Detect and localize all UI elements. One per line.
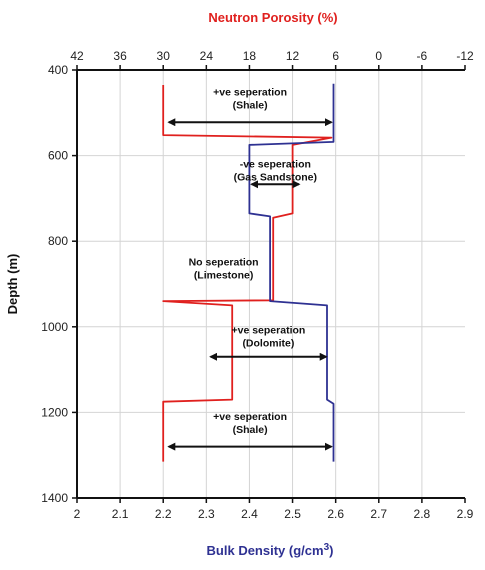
series-layer <box>162 83 335 462</box>
annotation-line: (Shale) <box>233 424 268 436</box>
bottom-axis-title-main: Bulk Density (g/cm <box>207 543 324 558</box>
bottom-tick-label: 2.1 <box>112 507 129 521</box>
bottom-tick-label: 2.2 <box>155 507 172 521</box>
bottom-axis-title: Bulk Density (g/cm3) <box>207 542 334 558</box>
bottom-tick-label: 2.5 <box>284 507 301 521</box>
bottom-axis-title-sup: 3 <box>324 542 330 553</box>
top-tick-label: 36 <box>113 49 127 63</box>
bottom-tick-label: 2.3 <box>198 507 215 521</box>
bottom-tick-label: 2.7 <box>370 507 387 521</box>
top-tick-label: -6 <box>417 49 428 63</box>
y-tick-label: 400 <box>48 63 68 77</box>
bottom-axis-title-end: ) <box>329 543 333 558</box>
annotations: +ve seperation (Shale)-ve seperation (Gas … <box>167 87 333 451</box>
axes <box>72 65 466 503</box>
y-tick-label: 600 <box>48 149 68 163</box>
top-tick-label: 42 <box>70 49 84 63</box>
bottom-tick-label: 2.6 <box>327 507 344 521</box>
top-axis-title: Neutron Porosity (%) <box>208 10 337 25</box>
tick-labels: 42 36 30 24 18 12 6 0 -6 -12 2 2.1 2.2 2.3 2.4 2.5 2.6 2.… <box>41 49 474 521</box>
bottom-tick-label: 2 <box>74 507 81 521</box>
y-tick-label: 800 <box>48 234 68 248</box>
annotation-line: (Dolomite) <box>242 338 294 350</box>
top-tick-label: 0 <box>375 49 382 63</box>
annotation-text: No seperation (Limestone) <box>189 257 259 282</box>
grid <box>77 70 465 498</box>
annotation-text: +ve seperation (Shale) <box>213 411 287 436</box>
top-tick-label: 12 <box>286 49 300 63</box>
annotation-line: (Gas Sandstone) <box>234 172 317 184</box>
bulk-density-curve <box>248 83 335 462</box>
y-tick-label: 1200 <box>41 405 68 419</box>
y-axis-title: Depth (m) <box>5 254 20 315</box>
annotation-line: +ve seperation <box>213 411 287 423</box>
annotation-line: -ve seperation <box>240 159 311 171</box>
annotation-line: (Shale) <box>233 100 268 112</box>
annotation-line: (Limestone) <box>194 270 254 282</box>
annotation-text: +ve seperation (Shale) <box>213 87 287 112</box>
bottom-tick-label: 2.4 <box>241 507 258 521</box>
annotation-line: +ve seperation <box>213 87 287 99</box>
top-tick-label: 6 <box>332 49 339 63</box>
top-tick-label: 30 <box>157 49 171 63</box>
y-tick-label: 1000 <box>41 320 68 334</box>
neutron-porosity-curve <box>162 85 333 462</box>
annotation-text: +ve seperation (Dolomite) <box>231 325 305 350</box>
bottom-tick-label: 2.8 <box>414 507 431 521</box>
annotation-text: -ve seperation (Gas Sandstone) <box>234 159 317 184</box>
annotation-line: No seperation <box>189 257 259 269</box>
top-tick-label: 18 <box>243 49 257 63</box>
annotation-line: +ve seperation <box>231 325 305 337</box>
y-tick-label: 1400 <box>41 491 68 505</box>
top-tick-label: 24 <box>200 49 214 63</box>
bottom-tick-label: 2.9 <box>457 507 474 521</box>
top-tick-label: -12 <box>456 49 474 63</box>
